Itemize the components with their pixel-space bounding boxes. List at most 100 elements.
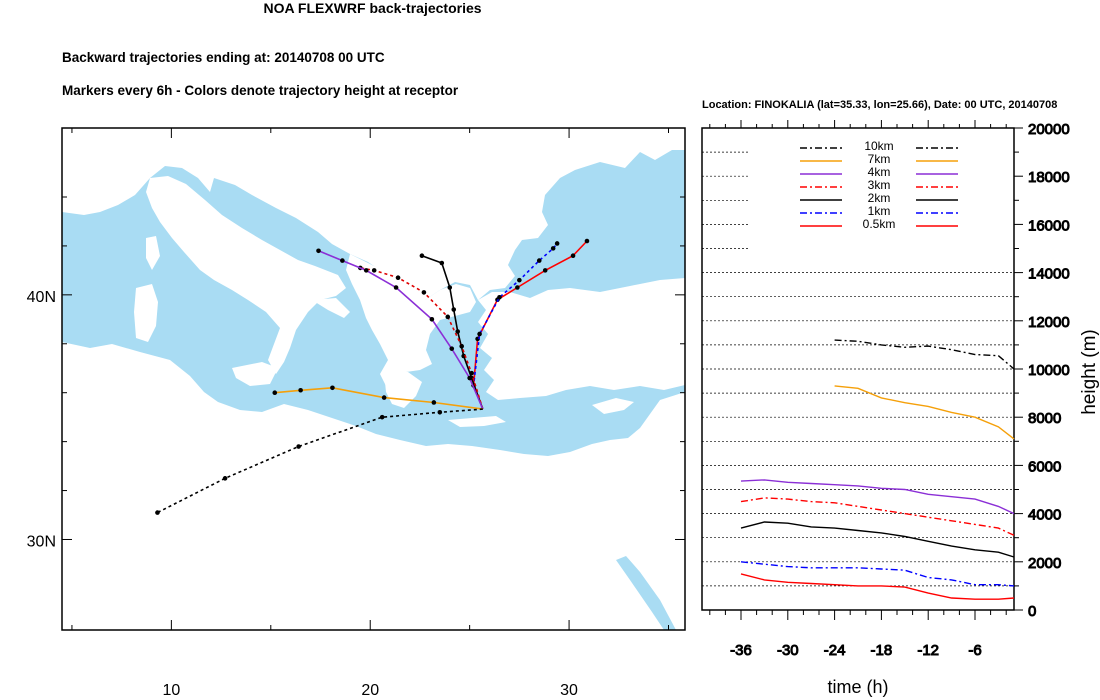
map-ticks	[62, 128, 685, 630]
trajectory-marker	[536, 258, 542, 263]
legend-label: 1km	[868, 204, 891, 218]
map-x-tick-label: 20	[361, 682, 379, 699]
italy-land	[146, 176, 346, 374]
trajectory-marker	[437, 409, 443, 415]
height-panel: 0 2000 4000 6000 8000 10000 12000 14000 16000 180…	[701, 120, 1100, 697]
trajectory-1km	[472, 243, 558, 410]
trajectory-marker	[298, 387, 303, 393]
map-y-tick-label: 30N	[27, 533, 56, 550]
trajectory-marker	[419, 253, 425, 259]
series-2km	[740, 521, 1015, 558]
trajectory-marker	[379, 414, 385, 420]
height-gridlines	[702, 151, 1014, 587]
height-ticks: 0 2000 4000 6000 8000 10000 12000 14000 16000 180…	[709, 120, 1070, 660]
trajectory-marker	[477, 331, 482, 337]
trajectory-marker	[461, 353, 466, 359]
y-tick-label: 10000	[1028, 362, 1070, 379]
x-tick-label: -6	[968, 642, 981, 659]
legend-label: 0.5km	[863, 217, 896, 231]
trajectory-marker	[393, 285, 399, 290]
x-axis-label: time (h)	[827, 677, 888, 697]
y-tick-label: 2000	[1028, 555, 1061, 572]
series-7km	[834, 385, 1015, 440]
trajectory-marker	[542, 268, 548, 273]
y-tick-label: 16000	[1028, 217, 1070, 234]
subtitle-end-date: Backward trajectories ending at: 2014070…	[62, 50, 385, 65]
y-tick-label: 18000	[1028, 169, 1070, 186]
trajectory-marker	[316, 248, 321, 254]
trajectory-lines	[155, 238, 590, 515]
trajectory-marker	[451, 307, 457, 312]
trajectory-7km	[274, 386, 483, 410]
y-tick-label: 0	[1028, 603, 1036, 620]
trajectory-marker	[584, 238, 590, 244]
trajectory-marker	[431, 400, 437, 405]
trajectory-marker	[497, 294, 502, 300]
trajectory-marker	[469, 370, 474, 376]
trajectory-marker	[439, 260, 445, 266]
map-tick-labels: 10 20 30 30N 40N	[27, 289, 578, 699]
land-masses	[62, 128, 685, 630]
map-x-tick-label: 30	[560, 682, 578, 699]
trajectory-marker	[371, 268, 377, 273]
x-tick-label: -24	[824, 642, 846, 659]
italy-heel	[312, 298, 350, 318]
trajectory-marker	[449, 346, 455, 351]
trajectory-marker	[363, 268, 369, 273]
trajectory-4km	[318, 250, 484, 410]
x-tick-label: -30	[777, 642, 799, 659]
sicily-land	[232, 362, 278, 386]
trajectory-marker	[447, 285, 453, 290]
map-x-tick-label: 10	[162, 682, 180, 699]
trajectory-marker	[517, 277, 522, 283]
y-tick-label: 12000	[1028, 314, 1070, 331]
trajectory-marker	[340, 258, 345, 263]
legend-label: 2km	[868, 191, 891, 205]
anatolia-land	[478, 278, 685, 400]
trajectory-marker	[421, 290, 427, 295]
trajectory-marker	[381, 395, 387, 400]
y-axis-label: height (m)	[1079, 329, 1100, 415]
trajectory-marker	[467, 375, 472, 381]
red-sea-gulf	[616, 556, 676, 630]
trajectory-marker	[459, 343, 464, 349]
x-tick-label: -12	[917, 642, 939, 659]
main-title: NOA FLEXWRF back-trajectories	[263, 0, 482, 16]
trajectory-marker	[554, 241, 560, 246]
subtitle-marker-note: Markers every 6h - Colors denote traject…	[62, 83, 459, 98]
africa-land	[62, 342, 685, 630]
legend-label: 10km	[864, 139, 893, 153]
sardinia-land	[134, 284, 158, 342]
trajectory-marker	[515, 285, 520, 290]
series-10km	[834, 339, 1015, 370]
legend-label: 3km	[868, 178, 891, 192]
trajectory-marker	[445, 314, 451, 320]
trajectory-marker	[296, 444, 301, 449]
cyprus-land	[592, 398, 634, 414]
legend-label: 4km	[868, 165, 891, 179]
trajectory-marker	[222, 476, 228, 481]
series-4km	[740, 479, 1015, 515]
trajectory-marker	[550, 246, 556, 251]
crete-land	[448, 416, 506, 427]
trajectory-3km	[360, 267, 484, 410]
trajectory-marker	[455, 329, 461, 334]
europe-land	[62, 128, 685, 305]
y-tick-label: 20000	[1028, 121, 1070, 138]
y-tick-label: 6000	[1028, 458, 1061, 475]
trajectory-marker	[395, 275, 401, 281]
series-0-5km	[740, 573, 1015, 600]
y-tick-label: 8000	[1028, 410, 1061, 427]
trajectory-marker	[429, 317, 435, 322]
trajectory-0-5km	[472, 240, 588, 410]
trajectory-marker	[155, 510, 160, 515]
map-panel: 10 20 30 30N 40N	[27, 127, 686, 699]
balkans-land	[346, 254, 476, 392]
x-tick-label: -18	[871, 642, 893, 659]
series-1km	[740, 561, 1015, 587]
legend-label: 7km	[868, 152, 891, 166]
corsica-land	[146, 236, 160, 270]
map-frame	[61, 127, 686, 631]
